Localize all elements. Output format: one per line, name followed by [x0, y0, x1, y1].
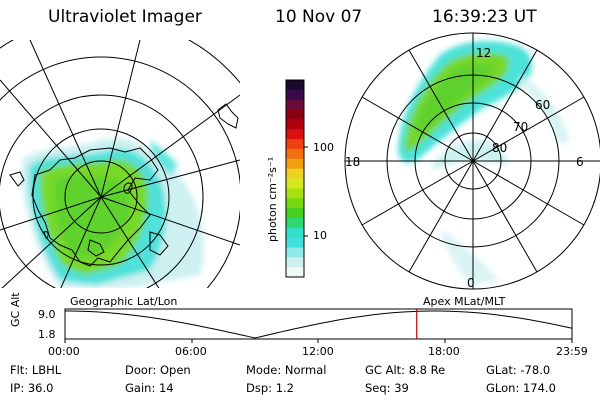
colorbar-segment — [286, 80, 304, 91]
colorbar-segment — [286, 148, 304, 160]
colorbar-tick-100: 100 — [313, 141, 334, 154]
colorbar-segment — [286, 237, 304, 248]
colorbar-segment — [286, 198, 304, 209]
info-gain: Gain: 14 — [125, 381, 174, 395]
mlt-label-0: 0 — [467, 276, 475, 290]
colorbar-segment — [286, 188, 304, 199]
info-flt: Flt: LBHL — [10, 363, 62, 377]
timeline-xtick-2: 12:00 — [302, 345, 334, 358]
right-map-caption: Apex MLat/MLT — [423, 295, 506, 308]
mlt-label-6: 6 — [576, 155, 584, 169]
colorbar-segment — [286, 139, 304, 150]
info-glat: GLat: -78.0 — [486, 363, 551, 377]
time-label: 16:39:23 UT — [432, 7, 537, 27]
info-mode: Mode: Normal — [246, 363, 327, 377]
timeline-xtick-1: 06:00 — [175, 345, 207, 358]
colorbar-segment — [286, 99, 304, 111]
info-glon: GLon: 174.0 — [486, 381, 556, 395]
timeline-ytick-top: 9.0 — [38, 308, 56, 321]
mlat-label-70: 70 — [513, 120, 528, 134]
info-door: Door: Open — [125, 363, 191, 377]
colorbar-segment — [286, 247, 304, 258]
colorbar-segment — [286, 89, 304, 101]
colorbar-segment — [286, 119, 304, 130]
timeline-xtick-4: 23:59 — [556, 345, 588, 358]
colorbar-border — [285, 79, 305, 278]
colorbar-tick-10: 10 — [313, 229, 327, 242]
colorbar-segment — [286, 129, 304, 140]
mlat-label-60: 60 — [535, 98, 550, 112]
colorbar-segment — [286, 227, 304, 239]
colorbar-segment — [286, 208, 304, 219]
mlt-label-12: 12 — [476, 46, 491, 60]
timeline-xtick-0: 00:00 — [48, 345, 80, 358]
colorbar — [285, 79, 308, 278]
colorbar-segment — [286, 109, 304, 120]
info-seq: Seq: 39 — [365, 381, 409, 395]
timeline-axis-label: GC Alt — [9, 292, 22, 327]
info-gc-alt: GC Alt: 8.8 Re — [365, 363, 446, 377]
timeline-ytick-bottom: 1.8 — [38, 328, 56, 341]
colorbar-segment — [286, 257, 304, 268]
geographic-map — [0, 40, 240, 288]
info-ip: IP: 36.0 — [10, 381, 54, 395]
info-dsp: Dsp: 1.2 — [246, 381, 294, 395]
altitude-timeline — [64, 308, 573, 343]
date-label: 10 Nov 07 — [275, 7, 363, 27]
mlt-label-18: 18 — [345, 155, 360, 169]
left-map-caption: Geographic Lat/Lon — [70, 295, 178, 308]
instrument-title: Ultraviolet Imager — [48, 7, 202, 27]
colorbar-segment — [286, 267, 304, 278]
colorbar-segment — [286, 158, 304, 170]
mlat-label-80: 80 — [492, 141, 507, 155]
magnetic-map: 12 18 6 0 60 70 80 — [344, 32, 600, 290]
colorbar-segment — [286, 168, 304, 179]
timeline-xtick-3: 18:00 — [428, 345, 460, 358]
colorbar-segment — [286, 217, 304, 229]
colorbar-unit-label: photon cm⁻²s⁻¹ — [266, 157, 279, 242]
colorbar-segment — [286, 178, 304, 189]
